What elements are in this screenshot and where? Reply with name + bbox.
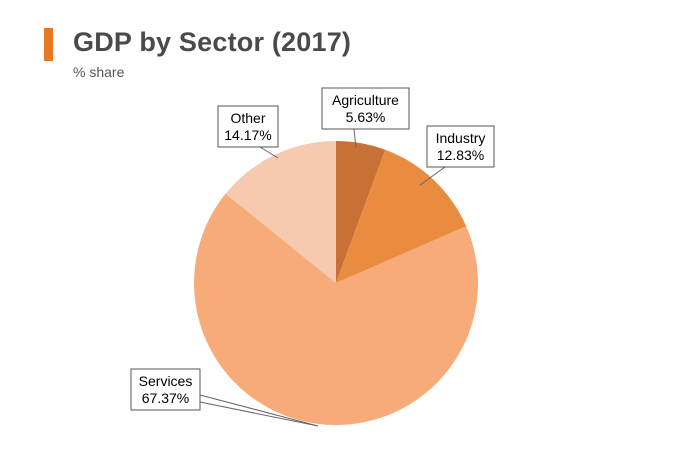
leader-line-other	[259, 146, 279, 159]
leader-line-agriculture	[353, 128, 357, 149]
slice-name-services: Services	[139, 373, 193, 389]
chart-subtitle: % share	[73, 64, 125, 80]
slice-name-industry: Industry	[436, 130, 486, 146]
slice-value-other: 14.17%	[224, 127, 271, 143]
title-accent-bar	[44, 28, 53, 61]
chart-title: GDP by Sector (2017)	[73, 27, 352, 57]
leader-line-services-2	[199, 401, 319, 427]
slice-value-services: 67.37%	[142, 390, 189, 406]
label-leader-lines	[199, 128, 446, 427]
slice-name-agriculture: Agriculture	[332, 92, 399, 108]
leader-line-industry	[419, 166, 446, 186]
slice-name-other: Other	[230, 110, 265, 126]
label-box-agriculture	[321, 87, 410, 130]
pie-slices	[194, 141, 479, 426]
pie-slice-services	[194, 193, 479, 426]
slice-value-industry: 12.83%	[437, 147, 484, 163]
leader-line-services	[199, 394, 319, 427]
pie-slice-other	[225, 141, 336, 283]
label-box-other	[217, 105, 279, 148]
label-box-industry	[426, 125, 495, 168]
pie-slice-agriculture	[336, 141, 386, 283]
slice-value-agriculture: 5.63%	[346, 109, 386, 125]
label-box-services	[130, 368, 201, 411]
pie-slice-industry	[336, 149, 467, 283]
